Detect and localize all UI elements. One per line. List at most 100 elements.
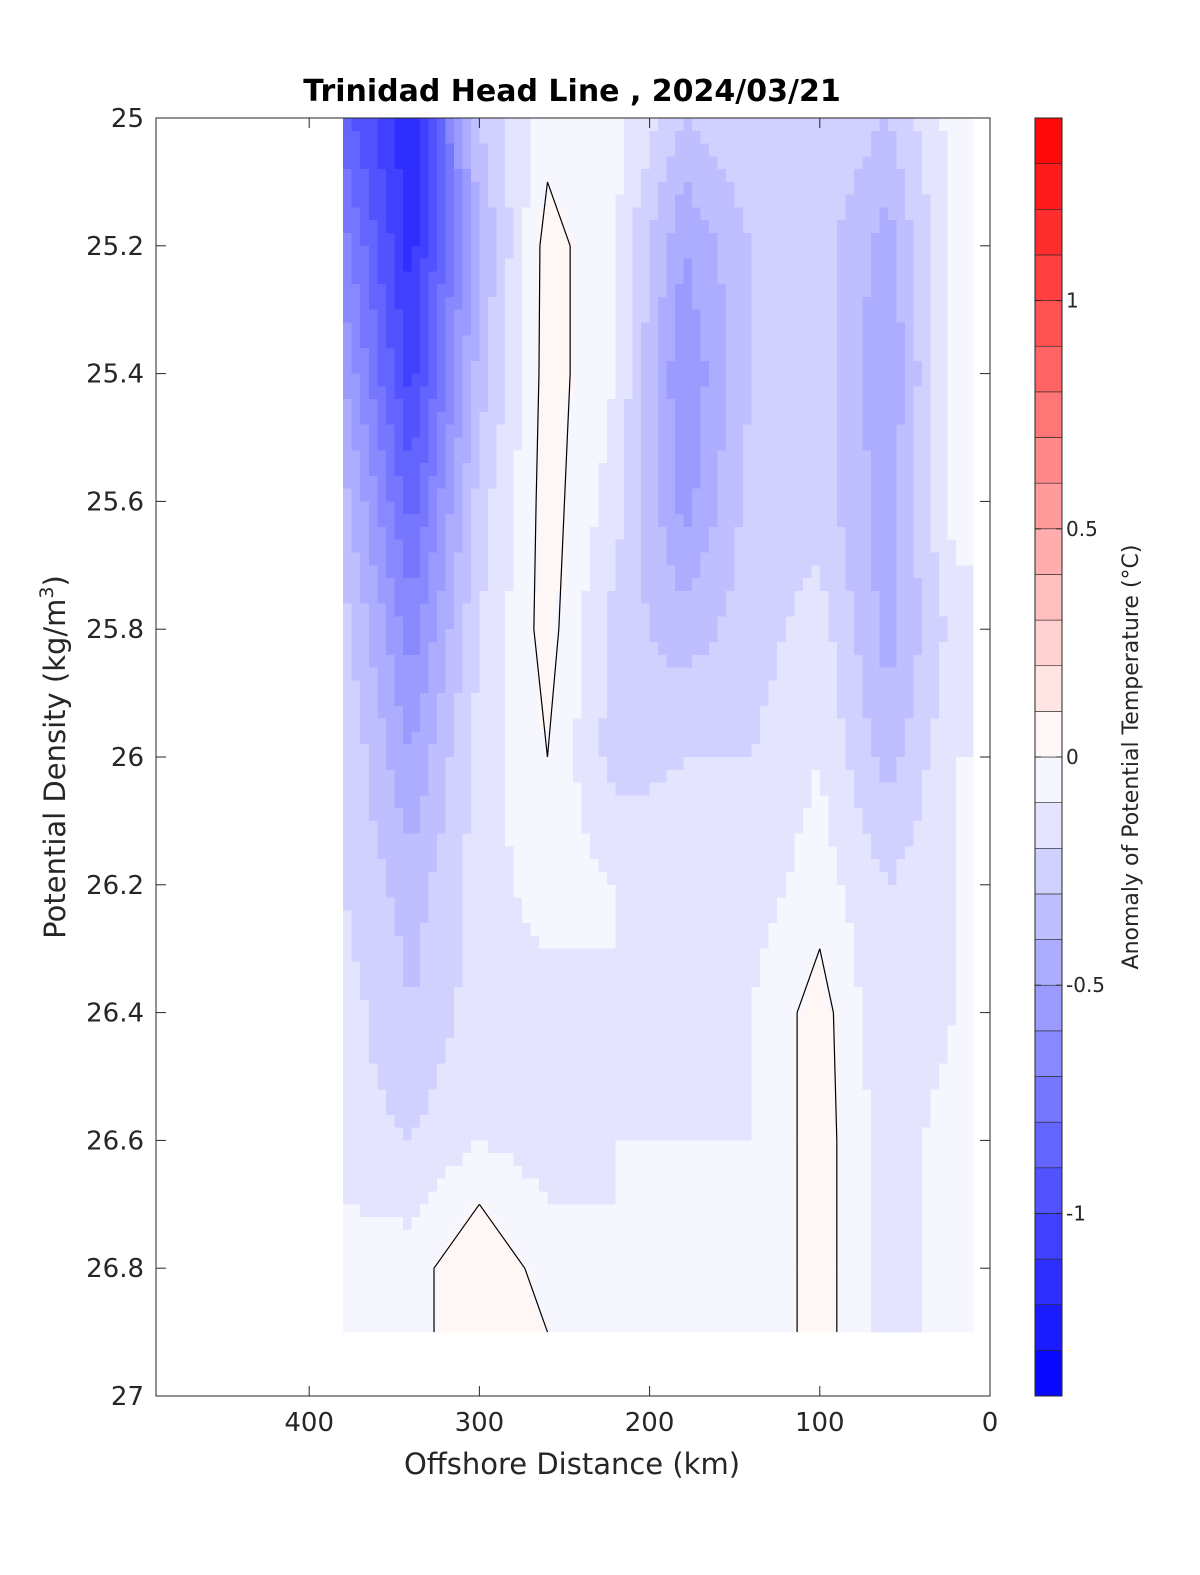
heatmap-cell: [700, 1050, 710, 1065]
heatmap-cell: [385, 641, 395, 656]
heatmap-cell: [734, 603, 744, 618]
heatmap-cell: [649, 399, 659, 413]
heatmap-cell: [530, 884, 540, 899]
heatmap-cell: [598, 1127, 608, 1141]
heatmap-cell: [590, 1089, 600, 1103]
heatmap-cell: [777, 884, 787, 899]
heatmap-cell: [479, 1012, 489, 1026]
heatmap-cell: [453, 1280, 463, 1295]
heatmap-cell: [598, 514, 608, 528]
heatmap-cell: [666, 348, 676, 362]
heatmap-cell: [675, 399, 685, 413]
heatmap-cell: [351, 284, 361, 298]
heatmap-cell: [760, 1165, 770, 1180]
heatmap-cell: [496, 501, 506, 515]
heatmap-cell: [666, 859, 676, 873]
heatmap-cell: [581, 207, 591, 221]
heatmap-cell: [513, 1165, 523, 1180]
heatmap-cell: [649, 130, 659, 145]
heatmap-cell: [777, 948, 787, 963]
heatmap-cell: [564, 1178, 574, 1193]
heatmap-cell: [751, 1165, 761, 1180]
heatmap-cell: [726, 654, 736, 669]
heatmap-cell: [479, 808, 489, 822]
heatmap-cell: [351, 411, 361, 426]
heatmap-cell: [777, 1102, 787, 1116]
heatmap-cell: [547, 1025, 557, 1039]
heatmap-cell: [513, 258, 523, 272]
heatmap-cell: [564, 233, 574, 247]
heatmap-cell: [598, 1255, 608, 1269]
heatmap-cell: [555, 526, 566, 541]
heatmap-cell: [538, 1306, 549, 1320]
heatmap-cell: [641, 539, 651, 554]
heatmap-cell: [573, 386, 583, 400]
heatmap-cell: [683, 808, 693, 822]
heatmap-cell: [692, 999, 702, 1014]
heatmap-cell: [487, 565, 498, 579]
heatmap-cell: [607, 578, 617, 592]
heatmap-cell: [453, 245, 463, 260]
heatmap-cell: [462, 424, 472, 439]
heatmap-cell: [675, 718, 685, 733]
heatmap-cell: [709, 463, 719, 477]
heatmap-cell: [496, 923, 506, 937]
heatmap-cell: [649, 1050, 659, 1065]
heatmap-cell: [590, 884, 600, 899]
heatmap-cell: [419, 169, 429, 183]
heatmap-cell: [445, 1165, 455, 1180]
heatmap-cell: [521, 1293, 532, 1308]
heatmap-cell: [598, 130, 608, 145]
heatmap-cell: [521, 411, 532, 426]
heatmap-cell: [530, 795, 540, 809]
heatmap-cell: [453, 1038, 463, 1052]
heatmap-cell: [590, 450, 600, 464]
heatmap-cell: [496, 386, 506, 400]
heatmap-cell: [394, 143, 404, 157]
heatmap-cell: [377, 641, 387, 656]
heatmap-cell: [666, 782, 676, 796]
heatmap-cell: [385, 795, 395, 809]
heatmap-cell: [658, 1050, 668, 1065]
heatmap-cell: [717, 1089, 727, 1103]
heatmap-cell: [402, 526, 412, 541]
heatmap-cell: [641, 156, 651, 170]
heatmap-cell: [504, 1165, 515, 1180]
heatmap-cell: [513, 1319, 523, 1333]
heatmap-cell: [734, 322, 744, 336]
heatmap-cell: [598, 296, 608, 311]
heatmap-cell: [436, 744, 446, 758]
heatmap-cell: [411, 437, 421, 451]
heatmap-cell: [692, 245, 702, 260]
heatmap-cell: [343, 872, 353, 886]
heatmap-cell: [641, 935, 651, 950]
heatmap-cell: [453, 194, 463, 209]
heatmap-cell: [666, 539, 676, 554]
heatmap-cell: [360, 284, 370, 298]
heatmap-cell: [521, 693, 532, 707]
heatmap-cell: [573, 1102, 583, 1116]
heatmap-cell: [700, 501, 710, 515]
heatmap-cell: [496, 1089, 506, 1103]
heatmap-cell: [734, 284, 744, 298]
heatmap-cell: [394, 322, 404, 336]
heatmap-cell: [470, 284, 480, 298]
heatmap-cell: [760, 245, 770, 260]
heatmap-cell: [683, 1140, 693, 1154]
heatmap-cell: [573, 846, 583, 860]
heatmap-cell: [683, 1127, 693, 1141]
heatmap-cell: [504, 130, 515, 145]
heatmap-cell: [360, 514, 370, 528]
heatmap-cell: [351, 1076, 361, 1090]
heatmap-cell: [479, 846, 489, 860]
heatmap-cell: [658, 795, 668, 809]
heatmap-cell: [683, 181, 693, 196]
heatmap-cell: [496, 143, 506, 157]
heatmap-cell: [394, 463, 404, 477]
heatmap-cell: [368, 360, 378, 375]
heatmap-cell: [453, 220, 463, 234]
heatmap-cell: [411, 463, 421, 477]
heatmap-cell: [760, 1114, 770, 1129]
heatmap-cell: [496, 820, 506, 835]
heatmap-cell: [377, 935, 387, 950]
